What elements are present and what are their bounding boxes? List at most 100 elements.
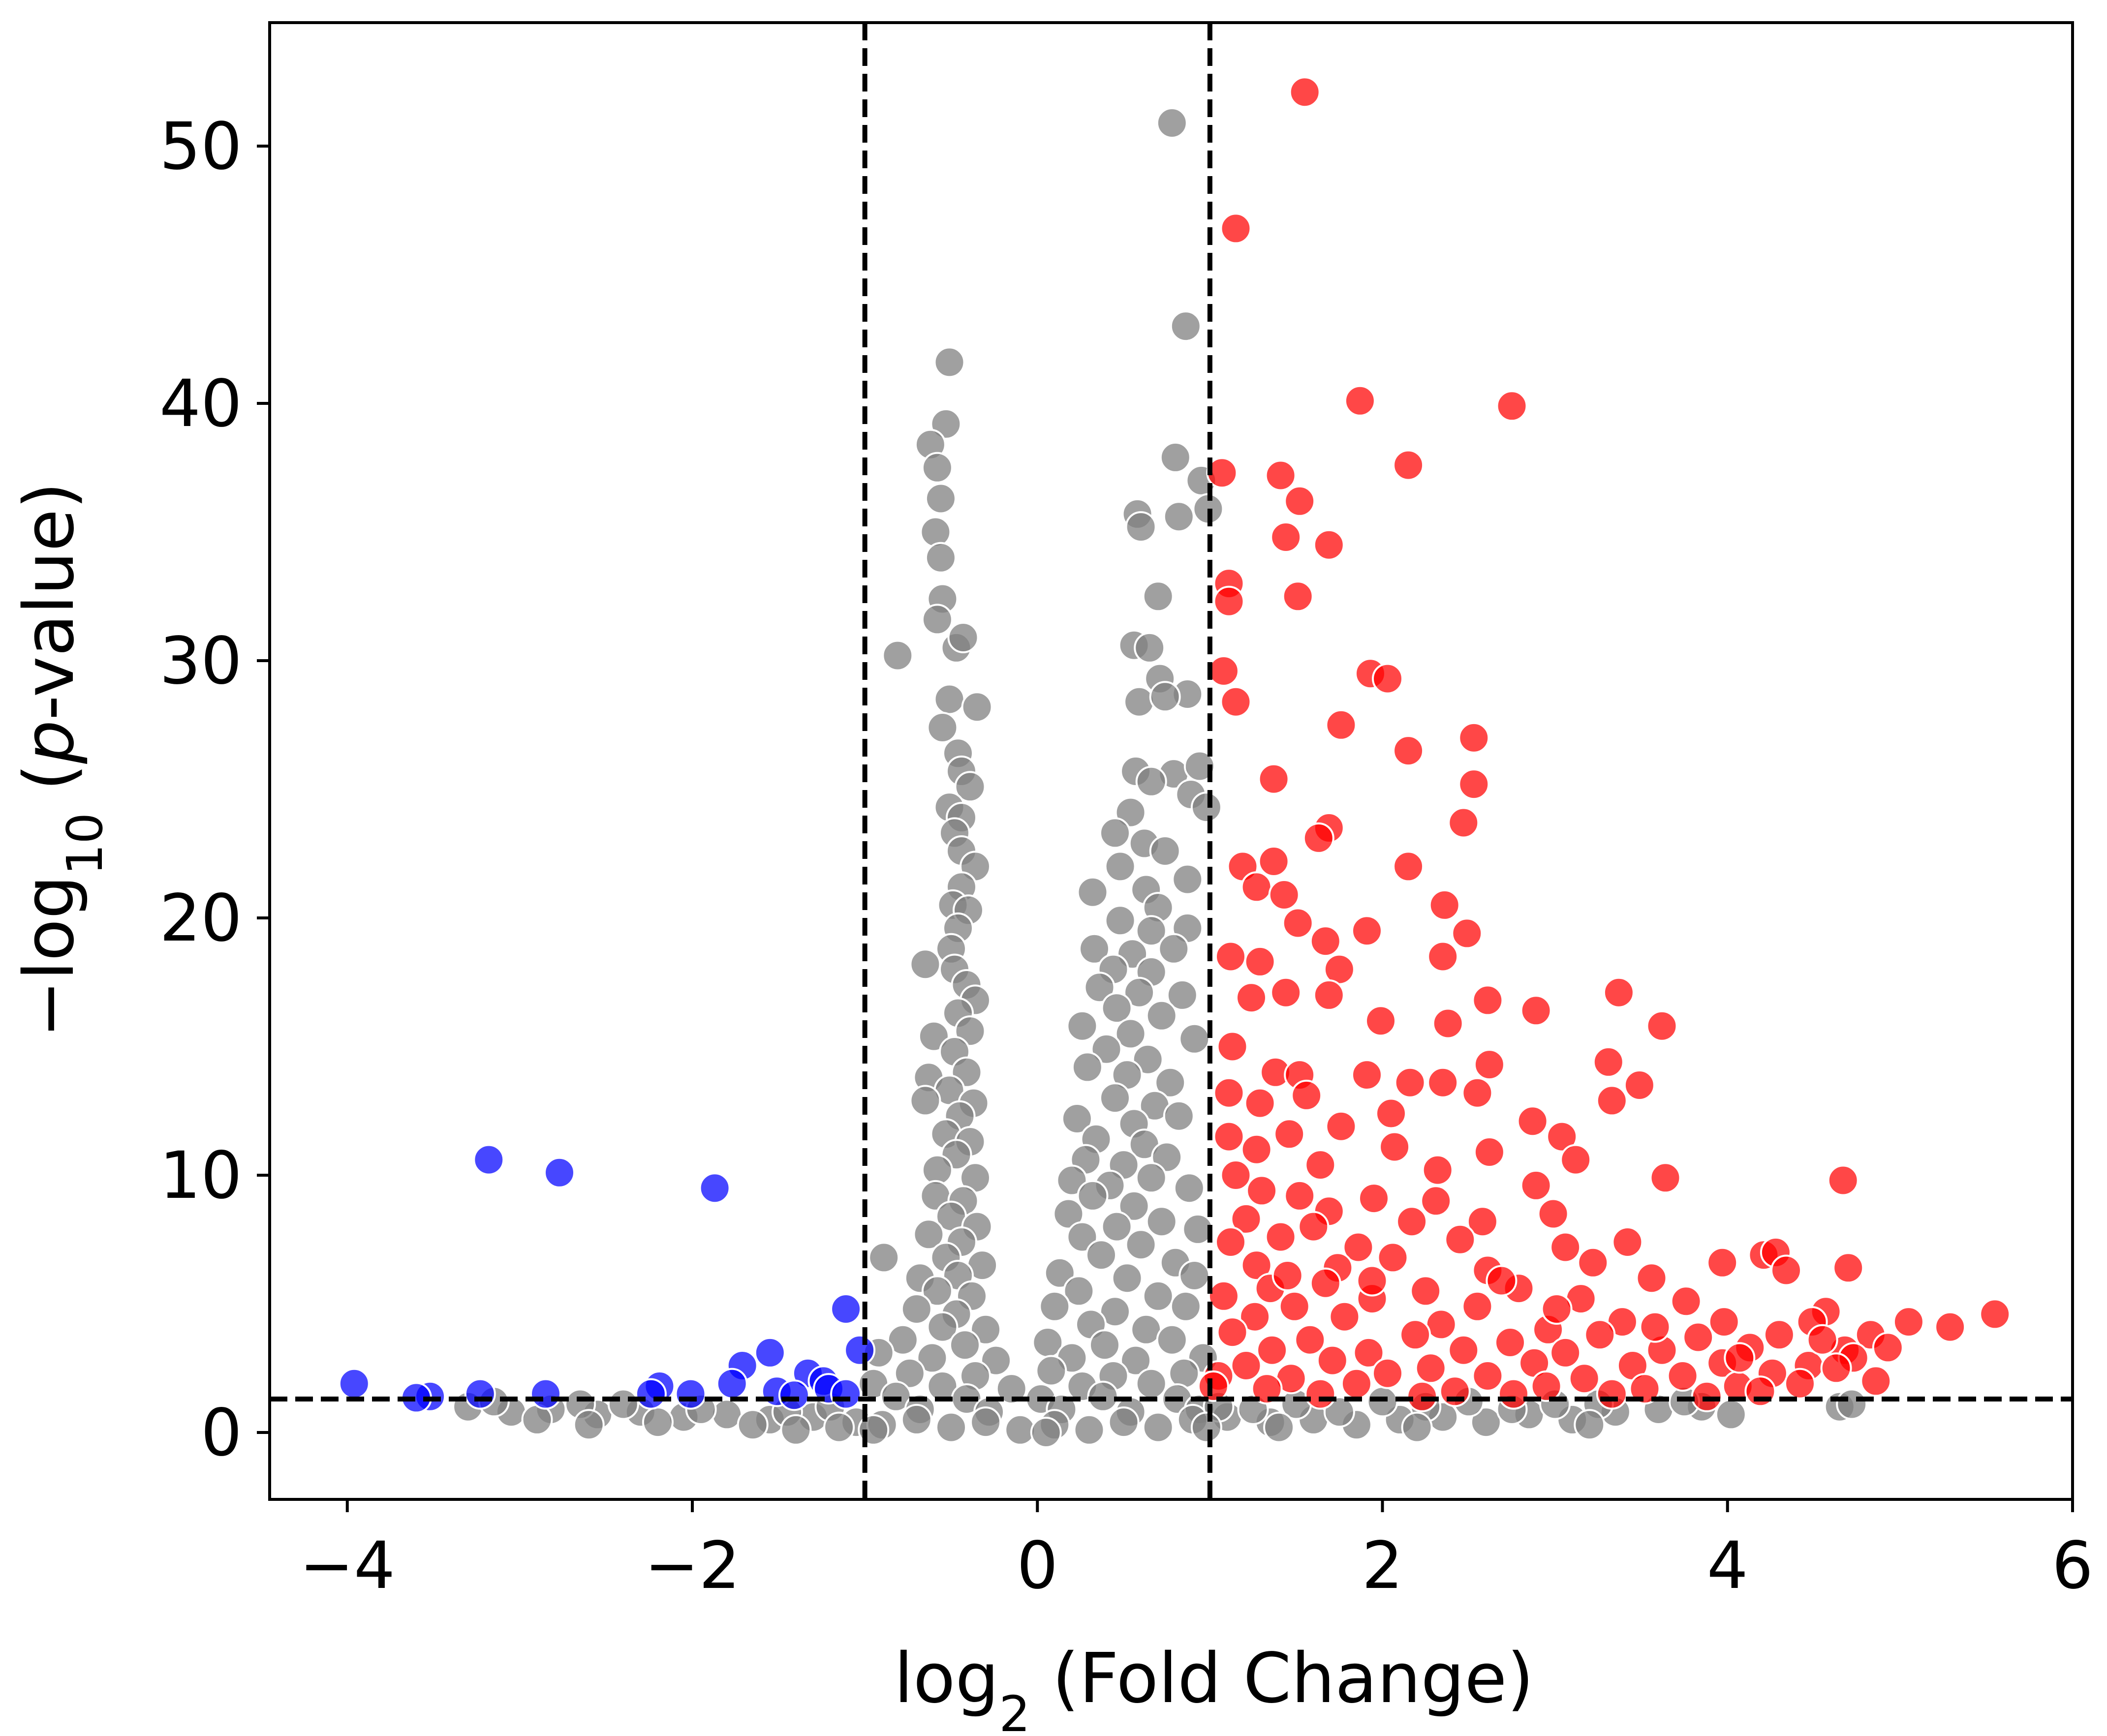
point-up-99	[1832, 1252, 1864, 1284]
point-up-56	[1623, 1069, 1655, 1101]
point-ns-122	[913, 1218, 945, 1250]
point-up-54	[1473, 1049, 1505, 1081]
point-up-110	[1461, 1290, 1493, 1322]
point-up-170	[1744, 1375, 1776, 1407]
plot-frame	[268, 21, 2074, 1501]
point-up-179	[1298, 1211, 1330, 1243]
point-up-150	[1372, 1357, 1403, 1389]
point-up-16	[1220, 686, 1252, 718]
point-ns-206	[1073, 1414, 1105, 1446]
point-up-142	[1415, 1352, 1447, 1384]
point-ns-124	[1066, 1221, 1098, 1253]
point-ns-216	[1470, 1406, 1502, 1438]
point-ns-140	[900, 1293, 932, 1325]
point-ns-201	[900, 1403, 932, 1435]
point-ns-61	[1079, 933, 1110, 965]
y-tick-label-5: 50	[159, 109, 242, 184]
point-ns-15	[1142, 580, 1174, 612]
point-ns-155	[916, 1342, 948, 1374]
point-up-52	[1394, 1066, 1426, 1098]
point-ns-145	[927, 1311, 959, 1343]
y-axis-label-italic: p	[9, 720, 90, 764]
point-up-32	[1351, 915, 1383, 947]
point-ns-71	[1123, 976, 1155, 1008]
point-ns-10	[1125, 511, 1157, 543]
point-up-19	[1393, 735, 1425, 767]
point-up-11	[1213, 585, 1245, 617]
point-up-120	[1708, 1306, 1740, 1338]
point-up-12	[1282, 580, 1314, 612]
point-up-156	[1197, 1370, 1229, 1402]
point-up-39	[1236, 982, 1267, 1014]
point-ns-144	[1170, 1290, 1202, 1322]
point-up-155	[1820, 1352, 1852, 1384]
point-up-76	[1246, 1175, 1278, 1207]
point-up-17	[1325, 709, 1357, 741]
threshold-lines	[270, 23, 2073, 1499]
point-up-63	[1596, 1085, 1628, 1117]
point-up-122	[1892, 1306, 1924, 1338]
point-up-168	[1596, 1378, 1628, 1410]
data-points	[338, 76, 2011, 1448]
point-up-36	[1244, 945, 1276, 977]
x-axis-label-subscript: 2	[999, 1685, 1030, 1734]
point-up-101	[1309, 1267, 1341, 1299]
point-up-57	[1213, 1077, 1245, 1109]
point-up-116	[1329, 1301, 1361, 1333]
point-ns-80	[1178, 1023, 1210, 1055]
point-up-157	[1251, 1373, 1283, 1405]
point-up-152	[1568, 1363, 1600, 1395]
point-up-177	[1806, 1324, 1838, 1356]
point-up-161	[1629, 1373, 1661, 1405]
point-ns-75	[1146, 1000, 1177, 1032]
point-up-163	[1784, 1368, 1816, 1400]
point-down-11	[716, 1368, 748, 1400]
point-down-2	[699, 1172, 731, 1204]
point-up-160	[1530, 1370, 1562, 1402]
point-up-124	[1216, 1316, 1248, 1348]
point-up-80	[1520, 1169, 1552, 1201]
point-up-51	[1351, 1059, 1383, 1091]
point-up-126	[1399, 1319, 1431, 1351]
y-axis-label-prefix: −log	[9, 875, 90, 1038]
point-ns-17	[921, 604, 953, 636]
point-ns-70	[1084, 972, 1115, 1004]
point-up-133	[1353, 1337, 1385, 1369]
point-ns-238	[1030, 1417, 1062, 1448]
point-ns-13	[920, 516, 952, 548]
point-up-68	[1546, 1121, 1578, 1153]
point-ns-198	[737, 1409, 769, 1441]
point-up-29	[1268, 879, 1300, 911]
point-up-158	[1340, 1368, 1372, 1400]
point-ns-121	[1182, 1213, 1214, 1245]
x-tick-label-2: 0	[1017, 1528, 1058, 1604]
point-up-164	[1860, 1365, 1892, 1397]
point-ns-111	[1173, 1172, 1205, 1204]
point-down-16	[464, 1378, 496, 1410]
point-ns-18	[882, 640, 914, 671]
point-up-115	[1239, 1301, 1271, 1333]
point-ns-142	[1039, 1290, 1071, 1322]
point-up-58	[1244, 1087, 1276, 1119]
y-tick-label-3: 30	[159, 623, 242, 699]
point-up-139	[1872, 1332, 1904, 1364]
point-up-86	[1215, 1226, 1246, 1258]
point-ns-242	[780, 1414, 812, 1446]
point-ns-110	[1135, 1162, 1167, 1194]
point-up-83	[1396, 1206, 1428, 1238]
point-up-114	[1979, 1298, 2011, 1330]
point-ns-97	[1163, 1100, 1195, 1132]
point-up-128	[1584, 1319, 1616, 1351]
point-up-73	[1560, 1144, 1592, 1176]
point-ns-1	[1170, 310, 1202, 342]
point-ns-134	[1111, 1262, 1143, 1294]
point-ns-29	[927, 712, 959, 743]
point-up-62	[1517, 1105, 1549, 1137]
point-up-72	[1473, 1136, 1505, 1168]
point-up-48	[1216, 1031, 1248, 1063]
point-down-0	[473, 1144, 505, 1176]
point-down-15	[530, 1378, 561, 1410]
y-axis-label-suffix: -value)	[9, 482, 90, 720]
point-up-153	[1667, 1360, 1699, 1392]
point-up-5	[1206, 457, 1238, 489]
